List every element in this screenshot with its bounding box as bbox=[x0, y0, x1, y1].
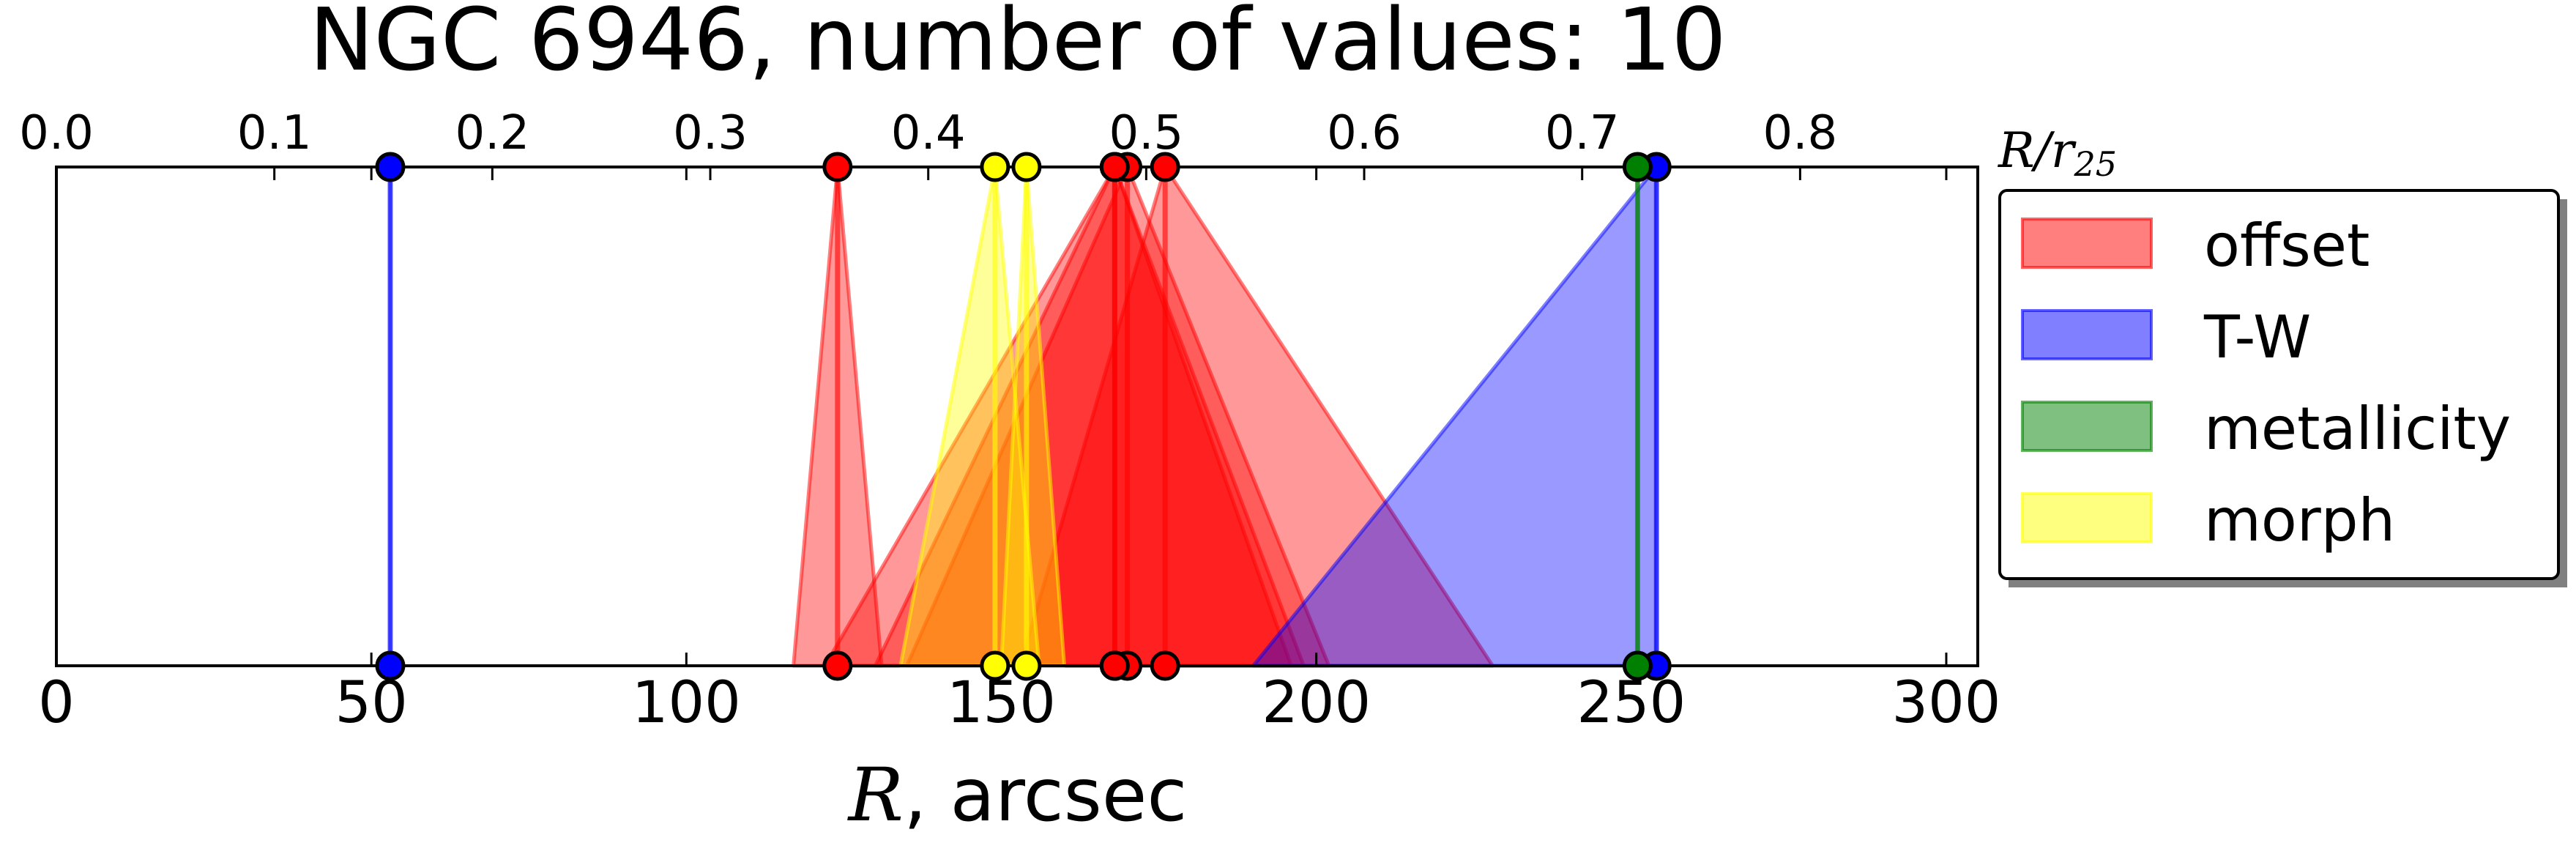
bottom-tick-label-3: 150 bbox=[947, 670, 1056, 736]
chart-title: NGC 6946, number of values: 10 bbox=[309, 0, 1726, 90]
bottom-tick-label-1: 50 bbox=[335, 670, 408, 736]
bottom-tick-label-0: 0 bbox=[38, 670, 75, 736]
top-tick-label-1: 0.1 bbox=[237, 106, 312, 160]
top-tick-label-2: 0.2 bbox=[455, 106, 529, 160]
legend-swatch-morph bbox=[2021, 492, 2153, 543]
top-axis-label-sub: 25 bbox=[2073, 144, 2117, 184]
top-tick-label-4: 0.4 bbox=[891, 106, 966, 160]
T-W-marker-0-top bbox=[375, 152, 406, 182]
bottom-tick-label-4: 200 bbox=[1262, 670, 1371, 736]
x-axis-label-math: R bbox=[847, 752, 904, 838]
offset-marker-3-bottom bbox=[1150, 650, 1180, 681]
bottom-tick-label-6: 300 bbox=[1892, 670, 2001, 736]
top-axis-label: R/r25 bbox=[1998, 122, 2117, 184]
legend-label-metallicity: metallicity bbox=[2204, 395, 2511, 463]
offset-marker-4-bottom bbox=[1099, 650, 1130, 681]
x-axis-label-unit: , arcsec bbox=[904, 752, 1187, 838]
legend-label-offset: offset bbox=[2204, 212, 2370, 280]
top-tick-label-8: 0.8 bbox=[1762, 106, 1837, 160]
bottom-tick-label-2: 100 bbox=[632, 670, 741, 736]
metallicity-marker-0-top bbox=[1622, 152, 1653, 182]
data-markers bbox=[375, 152, 1672, 681]
morph-marker-1-bottom bbox=[1011, 650, 1042, 681]
morph-marker-0-bottom bbox=[980, 650, 1010, 681]
x-axis-label: R, arcsec bbox=[847, 752, 1188, 838]
bottom-axis: 0 50 100 150 200 250 300 bbox=[38, 167, 2000, 736]
offset-marker-0-top bbox=[822, 152, 853, 182]
legend-swatch-T-W bbox=[2021, 309, 2153, 360]
top-axis-label-main: R/r bbox=[1998, 122, 2077, 179]
top-tick-label-3: 0.3 bbox=[673, 106, 748, 160]
data-bands bbox=[387, 165, 1659, 668]
offset-marker-0-bottom bbox=[822, 650, 853, 681]
legend-label-T-W: T-W bbox=[2203, 303, 2311, 371]
legend-swatch-metallicity bbox=[2021, 401, 2153, 452]
legend-box bbox=[1998, 189, 2560, 580]
legend-swatch-offset bbox=[2021, 218, 2153, 269]
bottom-tick-label-5: 250 bbox=[1577, 670, 1686, 736]
T-W-marker-0-bottom bbox=[375, 650, 406, 681]
morph-marker-1-top bbox=[1011, 152, 1042, 182]
metallicity-marker-0-bottom bbox=[1622, 650, 1653, 681]
legend: offset T-W metallicity morph bbox=[1998, 189, 2567, 587]
top-tick-label-6: 0.6 bbox=[1327, 106, 1401, 160]
legend-label-morph: morph bbox=[2204, 486, 2395, 554]
top-tick-label-0: 0.0 bbox=[19, 106, 94, 160]
top-axis: 0.0 0.1 0.2 0.3 0.4 0.5 0.6 0.7 0.8 bbox=[19, 106, 1837, 180]
offset-marker-3-top bbox=[1150, 152, 1180, 182]
morph-marker-0-top bbox=[980, 152, 1010, 182]
top-tick-label-5: 0.5 bbox=[1109, 106, 1183, 160]
top-tick-label-7: 0.7 bbox=[1545, 106, 1620, 160]
offset-marker-4-top bbox=[1099, 152, 1130, 182]
